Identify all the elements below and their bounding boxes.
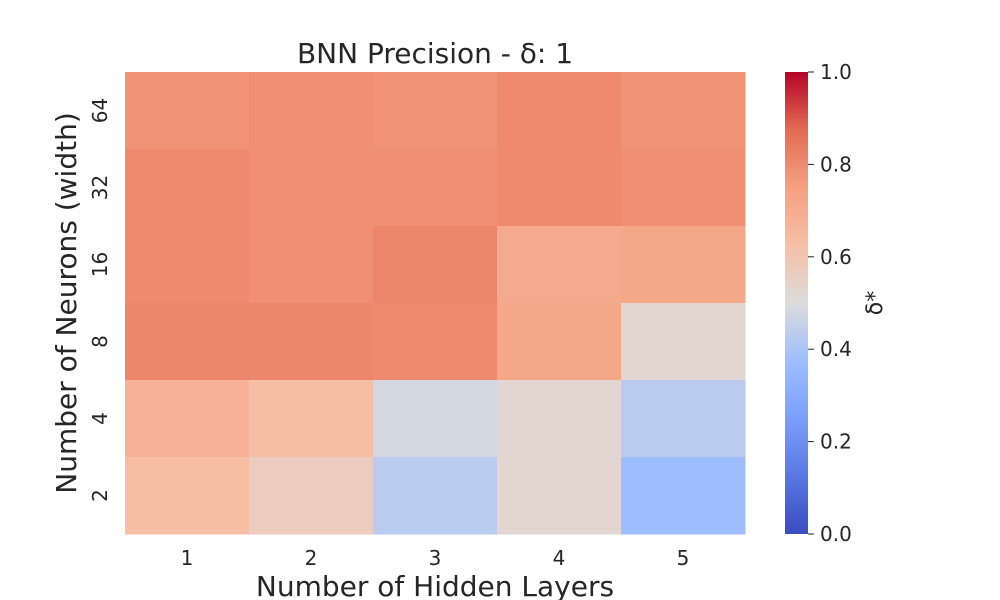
heatmap-cell (373, 303, 498, 381)
heatmap-cell (621, 457, 746, 535)
colorbar-label: δ* (863, 291, 888, 315)
heatmap-cell (621, 149, 746, 227)
y-tick-label: 16 (88, 252, 112, 277)
colorbar-tick-label: 0.6 (820, 245, 852, 269)
chart-title: BNN Precision - δ: 1 (297, 37, 573, 70)
heatmap-cell (373, 72, 498, 150)
x-tick-label: 1 (181, 546, 194, 570)
heatmap-cell (125, 226, 250, 304)
heatmap-cell (125, 457, 250, 535)
heatmap-cells (125, 72, 746, 535)
x-tick-labels: 1 2 3 4 5 (181, 546, 690, 570)
heatmap-cell (497, 72, 622, 150)
heatmap-cell (373, 226, 498, 304)
heatmap-cell (125, 149, 250, 227)
heatmap-cell (373, 380, 498, 458)
heatmap-cell (249, 457, 374, 535)
heatmap-cell (621, 380, 746, 458)
heatmap-cell (373, 149, 498, 227)
heatmap-cell (125, 72, 250, 150)
y-tick-label: 8 (88, 335, 112, 348)
colorbar-tick-label: 1.0 (820, 60, 852, 84)
y-axis-label: Number of Neurons (width) (50, 112, 83, 493)
colorbar (785, 72, 808, 534)
colorbar-tick-label: 0.2 (820, 430, 852, 454)
colorbar-tick-label: 0.4 (820, 337, 852, 361)
y-tick-label: 32 (88, 175, 112, 200)
colorbar-ticks: 0.0 0.2 0.4 0.6 0.8 1.0 (808, 60, 852, 546)
colorbar-tick-label: 0.0 (820, 522, 852, 546)
heatmap-cell (249, 226, 374, 304)
x-tick-label: 5 (677, 546, 690, 570)
heatmap-cell (621, 303, 746, 381)
colorbar-tick-label: 0.8 (820, 152, 852, 176)
x-tick-label: 2 (305, 546, 318, 570)
heatmap-cell (249, 303, 374, 381)
heatmap-cell (621, 226, 746, 304)
x-tick-label: 4 (553, 546, 566, 570)
y-tick-label: 2 (88, 489, 112, 502)
heatmap-cell (373, 457, 498, 535)
heatmap-cell (497, 457, 622, 535)
heatmap-cell (497, 149, 622, 227)
x-axis-label: Number of Hidden Layers (256, 570, 614, 600)
heatmap-cell (497, 226, 622, 304)
y-tick-labels: 64 32 16 8 4 2 (88, 98, 112, 502)
heatmap-cell (125, 380, 250, 458)
heatmap-cell (125, 303, 250, 381)
heatmap-cell (621, 72, 746, 150)
heatmap-cell (497, 380, 622, 458)
heatmap-cell (497, 303, 622, 381)
heatmap-cell (249, 380, 374, 458)
heatmap-cell (249, 149, 374, 227)
y-tick-label: 64 (88, 98, 112, 123)
x-tick-label: 3 (429, 546, 442, 570)
y-tick-label: 4 (88, 412, 112, 425)
heatmap-cell (249, 72, 374, 150)
